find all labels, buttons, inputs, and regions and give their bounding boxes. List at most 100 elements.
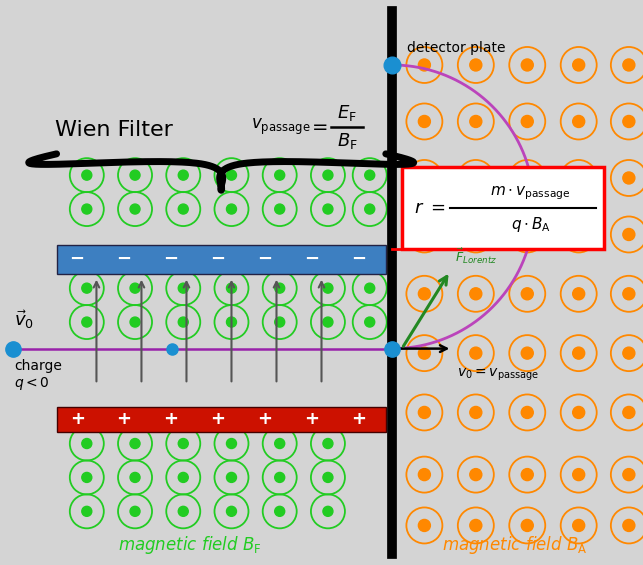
Circle shape [365, 204, 375, 214]
Text: magnetic field $B_{\mathrm{A}}$: magnetic field $B_{\mathrm{A}}$ [442, 534, 587, 556]
Text: −: − [304, 250, 320, 268]
Circle shape [365, 317, 375, 327]
Circle shape [275, 283, 285, 293]
Circle shape [178, 283, 188, 293]
Text: +: + [210, 410, 226, 428]
Circle shape [130, 170, 140, 180]
Circle shape [623, 519, 635, 532]
Circle shape [82, 438, 92, 449]
Text: −: − [210, 250, 226, 268]
Text: $m \cdot v_{\mathrm{passage}}$: $m \cdot v_{\mathrm{passage}}$ [491, 184, 571, 202]
Circle shape [521, 406, 533, 419]
Circle shape [130, 317, 140, 327]
Circle shape [470, 347, 482, 359]
Circle shape [521, 347, 533, 359]
Circle shape [470, 468, 482, 481]
Circle shape [82, 317, 92, 327]
Bar [57, 407, 386, 432]
Circle shape [323, 438, 333, 449]
Circle shape [226, 317, 237, 327]
Text: Wien Filter: Wien Filter [55, 120, 179, 140]
Text: $B_{\mathrm{F}}$: $B_{\mathrm{F}}$ [337, 131, 358, 151]
Circle shape [178, 472, 188, 483]
Text: detector plate: detector plate [407, 41, 506, 55]
Text: magnetic field $B_{\mathrm{F}}$: magnetic field $B_{\mathrm{F}}$ [118, 534, 262, 556]
Circle shape [130, 438, 140, 449]
Circle shape [323, 472, 333, 483]
Text: charge
$q < 0$: charge $q < 0$ [14, 359, 62, 392]
Circle shape [623, 288, 635, 300]
Text: +: + [257, 410, 273, 428]
Bar [402, 167, 604, 249]
Circle shape [623, 468, 635, 481]
Circle shape [178, 506, 188, 516]
Circle shape [573, 59, 584, 71]
Circle shape [521, 59, 533, 71]
Circle shape [573, 115, 584, 128]
Circle shape [470, 288, 482, 300]
Circle shape [573, 347, 584, 359]
Text: $r$: $r$ [414, 199, 424, 216]
Circle shape [521, 172, 533, 184]
Text: $E_{\mathrm{F}}$: $E_{\mathrm{F}}$ [338, 103, 357, 123]
Circle shape [470, 172, 482, 184]
Circle shape [573, 519, 584, 532]
Text: $\vec{v}_0$: $\vec{v}_0$ [14, 308, 34, 331]
Circle shape [521, 288, 533, 300]
Circle shape [521, 228, 533, 241]
Circle shape [623, 347, 635, 359]
Circle shape [623, 172, 635, 184]
Circle shape [275, 438, 285, 449]
Circle shape [275, 506, 285, 516]
Circle shape [419, 115, 430, 128]
Circle shape [226, 170, 237, 180]
Text: +: + [351, 410, 367, 428]
Circle shape [130, 204, 140, 214]
Circle shape [419, 468, 430, 481]
Text: −: − [351, 250, 367, 268]
Circle shape [130, 472, 140, 483]
Circle shape [82, 204, 92, 214]
Circle shape [419, 288, 430, 300]
Bar [57, 245, 386, 274]
Circle shape [521, 519, 533, 532]
Circle shape [275, 204, 285, 214]
Circle shape [419, 172, 430, 184]
Circle shape [226, 204, 237, 214]
Circle shape [226, 438, 237, 449]
Circle shape [275, 472, 285, 483]
Circle shape [623, 228, 635, 241]
Circle shape [573, 468, 584, 481]
Circle shape [226, 283, 237, 293]
Circle shape [470, 519, 482, 532]
Circle shape [521, 115, 533, 128]
Circle shape [573, 172, 584, 184]
Text: +: + [69, 410, 85, 428]
Circle shape [470, 115, 482, 128]
Circle shape [470, 59, 482, 71]
Text: $v_0 = v_{\mathrm{passage}}$: $v_0 = v_{\mathrm{passage}}$ [457, 367, 539, 383]
Circle shape [470, 228, 482, 241]
Circle shape [275, 170, 285, 180]
Circle shape [419, 228, 430, 241]
Circle shape [82, 283, 92, 293]
Text: −: − [116, 250, 132, 268]
Circle shape [323, 283, 333, 293]
Text: =: = [430, 199, 445, 216]
Text: −: − [257, 250, 273, 268]
Circle shape [178, 317, 188, 327]
Circle shape [573, 406, 584, 419]
Text: $\vec{F}_{Lorentz}$: $\vec{F}_{Lorentz}$ [455, 247, 497, 266]
Circle shape [82, 506, 92, 516]
Circle shape [623, 59, 635, 71]
Text: −: − [69, 250, 85, 268]
Circle shape [323, 204, 333, 214]
Circle shape [365, 283, 375, 293]
Circle shape [130, 506, 140, 516]
Text: +: + [116, 410, 132, 428]
Circle shape [82, 472, 92, 483]
Circle shape [623, 406, 635, 419]
Circle shape [573, 228, 584, 241]
Circle shape [419, 519, 430, 532]
Circle shape [82, 170, 92, 180]
